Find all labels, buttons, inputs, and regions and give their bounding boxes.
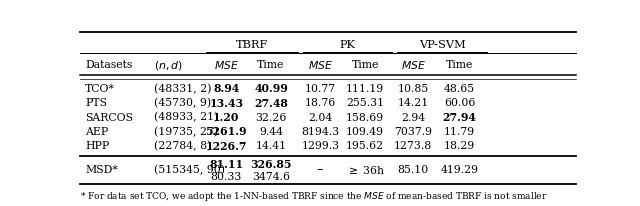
Text: 8.94: 8.94 <box>213 83 239 95</box>
Text: 10.77: 10.77 <box>305 84 336 94</box>
Text: TBRF: TBRF <box>236 40 269 50</box>
Text: $\mathit{MSE}$: $\mathit{MSE}$ <box>401 59 426 71</box>
Text: * For data set TCO, we adopt the 1-NN-based TBRF since the $\mathit{MSE}$ of mea: * For data set TCO, we adopt the 1-NN-ba… <box>80 190 548 202</box>
Text: 1273.8: 1273.8 <box>394 141 433 151</box>
Text: VP-SVM: VP-SVM <box>419 40 465 50</box>
Text: (48331, 2): (48331, 2) <box>154 84 212 94</box>
Text: (48933, 21): (48933, 21) <box>154 112 219 123</box>
Text: 18.76: 18.76 <box>305 98 336 108</box>
Text: TCO*: TCO* <box>85 84 115 94</box>
Text: (19735, 27): (19735, 27) <box>154 127 218 137</box>
Text: 1226.7: 1226.7 <box>205 140 247 152</box>
Text: 13.43: 13.43 <box>209 98 243 109</box>
Text: $\mathit{MSE}$: $\mathit{MSE}$ <box>214 59 239 71</box>
Text: 9.44: 9.44 <box>259 127 283 137</box>
Text: --: -- <box>317 165 324 176</box>
Text: Time: Time <box>257 60 285 70</box>
Text: 14.21: 14.21 <box>397 98 429 108</box>
Text: PK: PK <box>340 40 356 50</box>
Text: $(n,d)$: $(n,d)$ <box>154 59 183 72</box>
Text: 27.94: 27.94 <box>442 112 476 123</box>
Text: 419.29: 419.29 <box>440 165 479 176</box>
Text: 18.29: 18.29 <box>444 141 475 151</box>
Text: 2.04: 2.04 <box>308 112 333 123</box>
Text: $\geq$ 36h: $\geq$ 36h <box>346 165 385 177</box>
Text: 111.19: 111.19 <box>346 84 385 94</box>
Text: 195.62: 195.62 <box>346 141 384 151</box>
Text: 60.06: 60.06 <box>444 98 475 108</box>
Text: 81.11: 81.11 <box>209 159 243 170</box>
Text: Time: Time <box>445 60 473 70</box>
Text: AEP: AEP <box>85 127 108 137</box>
Text: 1.20: 1.20 <box>213 112 239 123</box>
Text: $\mathit{MSE}$: $\mathit{MSE}$ <box>308 59 333 71</box>
Text: 255.31: 255.31 <box>346 98 384 108</box>
Text: 2.94: 2.94 <box>401 112 426 123</box>
Text: 85.10: 85.10 <box>397 165 429 176</box>
Text: PTS: PTS <box>85 98 107 108</box>
Text: 5261.9: 5261.9 <box>205 126 247 137</box>
Text: SARCOS: SARCOS <box>85 112 133 123</box>
Text: Datasets: Datasets <box>85 60 132 70</box>
Text: 3474.6: 3474.6 <box>252 172 290 182</box>
Text: 80.33: 80.33 <box>211 172 242 182</box>
Text: 326.85: 326.85 <box>250 159 292 170</box>
Text: 14.41: 14.41 <box>255 141 287 151</box>
Text: 11.79: 11.79 <box>444 127 475 137</box>
Text: 32.26: 32.26 <box>255 112 287 123</box>
Text: 27.48: 27.48 <box>254 98 288 109</box>
Text: 10.85: 10.85 <box>397 84 429 94</box>
Text: MSD*: MSD* <box>85 165 118 176</box>
Text: 158.69: 158.69 <box>346 112 384 123</box>
Text: (22784, 8): (22784, 8) <box>154 141 212 151</box>
Text: 7037.9: 7037.9 <box>394 127 432 137</box>
Text: Time: Time <box>351 60 379 70</box>
Text: 40.99: 40.99 <box>254 83 288 95</box>
Text: 48.65: 48.65 <box>444 84 475 94</box>
Text: 8194.3: 8194.3 <box>301 127 340 137</box>
Text: (515345, 90): (515345, 90) <box>154 165 225 176</box>
Text: 109.49: 109.49 <box>346 127 384 137</box>
Text: 1299.3: 1299.3 <box>301 141 340 151</box>
Text: HPP: HPP <box>85 141 109 151</box>
Text: (45730, 9): (45730, 9) <box>154 98 212 108</box>
